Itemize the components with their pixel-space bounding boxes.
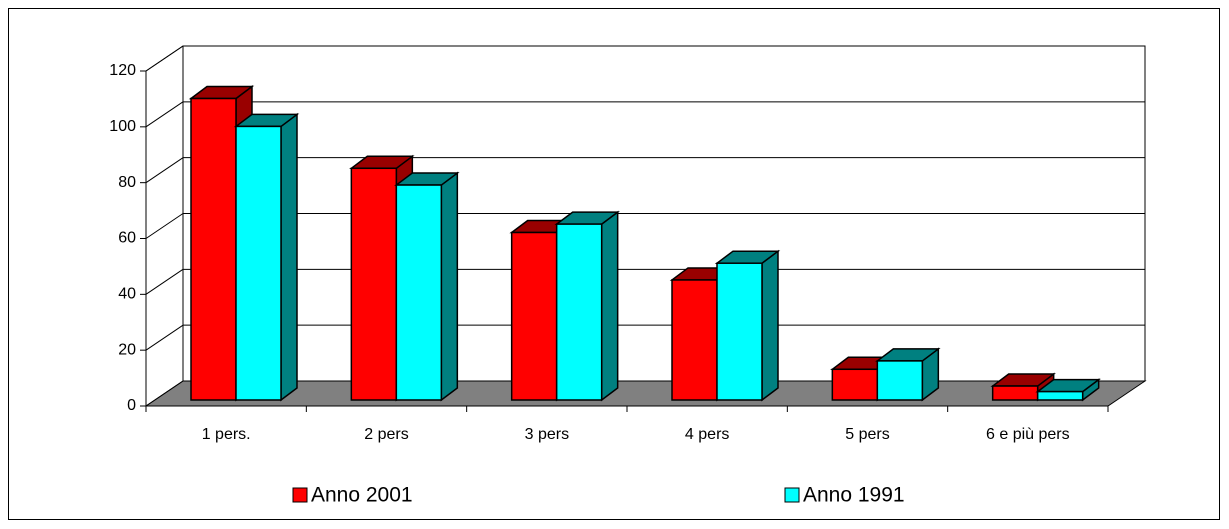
y-tick-label: 120 (109, 62, 136, 79)
bar (875, 347, 941, 402)
legend-label: Anno 1991 (803, 484, 905, 507)
grid-line (145, 324, 184, 351)
y-tick-label: 20 (118, 341, 136, 358)
bar-front (555, 223, 603, 401)
bar (554, 210, 620, 402)
bar-front (671, 279, 718, 401)
bar-side (761, 249, 779, 402)
bar (394, 171, 460, 402)
x-tick-label: 6 e più pers (986, 426, 1070, 443)
grid-line (145, 380, 184, 407)
bar (714, 249, 781, 402)
bar-front (876, 360, 924, 401)
bar-front (510, 231, 558, 401)
grid-line (145, 268, 184, 295)
y-tick-label: 60 (118, 230, 136, 247)
bar-side (280, 112, 298, 402)
legend-swatch (292, 487, 308, 503)
bar-front (350, 167, 398, 401)
bar-front (1036, 390, 1084, 401)
bar-front (716, 262, 763, 401)
bar-front (235, 125, 282, 401)
grid-line (145, 213, 184, 239)
legend-swatch (784, 487, 800, 503)
bar-front (831, 368, 879, 401)
grid-line (145, 45, 184, 72)
bar-side (440, 171, 459, 402)
x-tick-label: 4 pers (685, 426, 729, 443)
x-tick-label: 1 pers. (202, 426, 251, 443)
y-tick-label: 80 (118, 174, 136, 191)
x-tick-label: 3 pers (525, 426, 569, 443)
bar (1035, 378, 1101, 402)
grid-line (145, 101, 184, 128)
y-tick-label: 0 (127, 397, 136, 414)
bar-front (991, 385, 1039, 401)
bar-front (395, 184, 443, 401)
bar-side (600, 210, 619, 402)
x-tick-label: 2 pers (364, 426, 408, 443)
grid-line (145, 157, 184, 184)
bar-front (190, 97, 237, 401)
bar (233, 112, 300, 402)
x-tick-label: 5 pers (845, 426, 889, 443)
y-tick-label: 100 (109, 118, 136, 135)
legend-label: Anno 2001 (311, 484, 413, 507)
y-tick-label: 40 (118, 286, 136, 303)
